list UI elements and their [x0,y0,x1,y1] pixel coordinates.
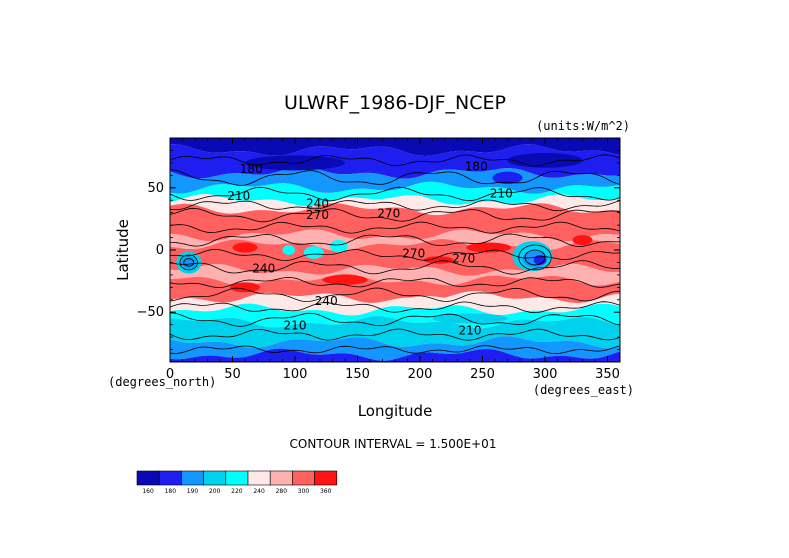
latitude-band [170,336,620,361]
contour-value-label: 240 [252,261,275,275]
contour-line [170,301,620,314]
contour-line [170,186,620,202]
field-feature [232,242,258,253]
contour-value-label: 270 [306,208,329,222]
field-feature [401,296,452,309]
latitude-band [170,303,620,329]
latitude-band [170,273,620,303]
contour-ring [183,258,195,267]
y-axis: 50 0 −50 [137,137,620,363]
colorbar-level-label: 360 [320,488,332,495]
colorbar-level-label: 300 [298,488,310,495]
field-feature [423,256,454,264]
x-tick-label: 0 [166,367,174,382]
contour-value-label: 210 [459,324,482,338]
x-tick-label: 150 [345,367,370,382]
colorbar-swatch [158,470,182,486]
contour-line [170,287,620,303]
colorbar-swatch [269,470,293,486]
latitude-band [170,263,620,286]
chart-title: ULWRF_1986-DJF_NCEP [284,92,506,114]
field-feature [303,246,324,259]
contour-line [170,199,620,212]
y-tick-label: 50 [147,181,164,196]
contour-value-label: 270 [402,246,425,260]
field-feature [572,235,593,246]
field-feature [245,155,345,171]
contour-line [170,312,620,327]
contour-ring [524,249,546,266]
y-unit-note: (degrees_north) [108,375,216,389]
colorbar-swatch [225,470,249,486]
colorbar-level-label: 200 [209,488,221,495]
contour-line [170,345,620,355]
colorbar-level-label: 180 [165,488,177,495]
contour-value-label: 270 [377,207,400,221]
contour-ring [518,244,552,271]
y-axis-label: Latitude [114,219,132,281]
regional-features [176,152,593,324]
contour-value-label: 210 [284,319,307,333]
contour-value-label: 180 [465,159,488,173]
contour-value-label: 240 [306,197,329,211]
field-feature [181,256,197,269]
field-feature [230,282,260,293]
latitude-band [170,203,620,242]
x-tick-label: 300 [533,367,558,382]
contour-ring [179,254,198,271]
contour-lines [170,154,620,355]
x-tick-label: 250 [470,367,495,382]
colorbar-swatch [247,470,271,486]
contour-line [170,276,620,289]
contour-value-label: 210 [227,189,250,203]
x-tick-label: 200 [408,367,433,382]
y-tick-label: −50 [137,305,164,320]
colorbar-swatch [292,470,315,486]
contour-line [170,328,620,341]
units-note: (units:W/m^2) [536,119,630,133]
contour-line [170,207,620,223]
colorbar-swatch [314,470,338,486]
colorbar-level-label: 240 [253,488,265,495]
field-feature [432,313,508,324]
x-tick-label: 350 [595,367,620,382]
contour-line [170,169,620,186]
field-feature [466,242,512,253]
latitude-band [170,138,620,156]
plot-area [170,138,620,362]
colorbar-level-label: 190 [187,488,199,495]
colorbar-level-label: 280 [276,488,288,495]
x-axis: 0 50 100 150 200 250 300 350 [166,138,621,382]
contour-interval-note: CONTOUR INTERVAL = 1.500E+01 [290,437,497,451]
x-unit-note: (degrees_east) [533,383,634,397]
contour-value-label: 180 [240,162,263,176]
latitude-band [170,316,620,349]
x-tick-label: 100 [283,367,308,382]
latitude-band [170,194,620,216]
contour-value-label: 240 [315,294,338,308]
contour-line [170,154,620,167]
colorbar-swatch [181,470,204,486]
contour-line [170,221,620,234]
contour-line [170,233,620,247]
contour-value-label: 270 [452,251,475,265]
colorbar-level-label: 160 [142,488,154,495]
field-feature [282,245,295,255]
x-axis-label: Longitude [358,402,433,420]
x-tick-label: 50 [224,367,241,382]
colorbar-level-label: 220 [231,488,243,495]
field-feature [322,274,368,285]
field-feature [492,171,523,185]
colorbar-swatch [136,470,160,486]
contour-value-label: 210 [490,187,513,201]
colorbar-swatch [203,470,227,486]
y-tick-label: 0 [156,243,164,258]
latitude-band [170,181,620,207]
field-feature [330,240,348,253]
colorbar: 160 180 190 200 220 240 280 300 360 [136,470,338,495]
